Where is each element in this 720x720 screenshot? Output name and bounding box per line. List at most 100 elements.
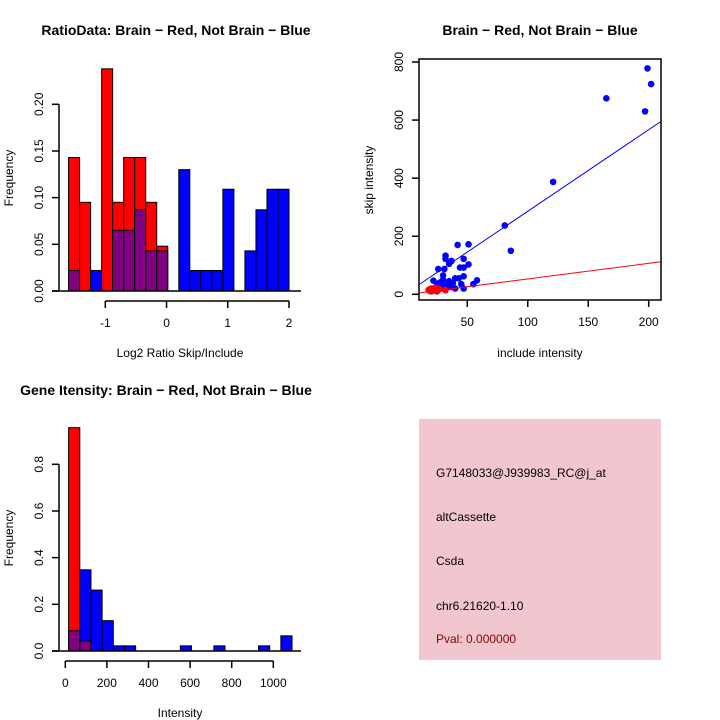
- point-not-brain: [507, 247, 515, 255]
- y-tick-label: 0.00: [32, 279, 46, 303]
- bar-brain: [101, 68, 114, 292]
- bar-not-brain: [258, 645, 271, 652]
- x-tick-label: 100: [518, 315, 538, 329]
- x-tick-label: 200: [97, 676, 117, 690]
- y-tick-label: 600: [392, 110, 406, 130]
- bar-not-brain: [244, 250, 257, 292]
- point-not-brain: [454, 241, 461, 249]
- y-axis-label: Frequency: [2, 150, 16, 207]
- point-not-brain: [457, 280, 465, 288]
- info-panel: G7148033@J939983_RC@j_at altCassette Csd…: [419, 419, 661, 660]
- x-tick-label: 400: [138, 676, 158, 690]
- bar-not-brain: [189, 269, 202, 292]
- y-tick-label: 0: [392, 291, 406, 298]
- x-tick-label: 1000: [260, 676, 287, 690]
- y-tick-label: 0.05: [32, 232, 46, 256]
- bar-not-brain: [79, 569, 92, 652]
- y-tick-label: 0.20: [32, 92, 46, 116]
- x-tick-label: 200: [639, 315, 659, 329]
- y-tick-label: 0.0: [32, 642, 46, 659]
- x-tick-label: 600: [180, 676, 200, 690]
- bar-not-brain: [211, 269, 224, 292]
- probe-id: G7148033@J939983_RC@j_at: [436, 466, 606, 480]
- info-panel-background: [419, 419, 661, 660]
- bar-overlap: [145, 250, 158, 292]
- y-tick-label: 800: [392, 52, 406, 72]
- x-tick-label: -1: [100, 316, 111, 330]
- x-tick-label: 800: [222, 676, 242, 690]
- gene-name: Csda: [436, 554, 464, 568]
- point-not-brain: [442, 255, 449, 263]
- fit-line-brain: [419, 261, 661, 294]
- bar-not-brain: [277, 188, 290, 292]
- point-not-brain: [501, 222, 509, 229]
- point-brain: [431, 284, 438, 292]
- x-axis-label: Intensity: [158, 706, 203, 720]
- bar-not-brain: [222, 188, 235, 292]
- x-tick-label: 50: [461, 315, 475, 329]
- bar-overlap: [112, 229, 125, 292]
- bar-not-brain: [200, 269, 213, 292]
- bar-brain: [68, 427, 81, 652]
- bar-overlap: [123, 229, 136, 292]
- bar-overlap: [68, 630, 81, 652]
- bar-overlap: [156, 250, 169, 292]
- bar-not-brain: [280, 635, 293, 652]
- pval-text: Pval: 0.000000: [436, 632, 516, 646]
- x-tick-label: 1: [224, 316, 231, 330]
- x-tick-label: 0: [62, 676, 69, 690]
- x-tick-label: 150: [578, 315, 598, 329]
- bar-brain: [79, 201, 92, 292]
- bar-not-brain: [179, 645, 192, 652]
- y-axis-label: skip intensity: [362, 146, 376, 215]
- chart-title: Gene Itensity: Brain − Red, Not Brain − …: [20, 382, 312, 398]
- event-type: altCassette: [436, 510, 496, 524]
- y-tick-label: 0.2: [32, 596, 46, 613]
- bar-not-brain: [123, 645, 137, 652]
- point-not-brain: [641, 108, 649, 115]
- y-tick-label: 400: [392, 168, 406, 188]
- point-not-brain: [441, 265, 448, 273]
- y-axis-label: Frequency: [2, 510, 16, 567]
- point-not-brain: [465, 241, 472, 248]
- fit-line-not-brain: [419, 121, 661, 285]
- point-not-brain: [460, 255, 467, 263]
- point-not-brain: [549, 178, 557, 186]
- chart-title: Brain − Red, Not Brain − Blue: [442, 22, 637, 38]
- bar-not-brain: [112, 645, 125, 652]
- point-not-brain: [456, 264, 464, 271]
- y-tick-label: 0.8: [32, 456, 46, 473]
- point-not-brain: [430, 277, 437, 284]
- bar-overlap: [134, 209, 147, 292]
- point-not-brain: [449, 279, 457, 287]
- bar-not-brain: [90, 589, 103, 652]
- bar-overlap: [79, 640, 92, 652]
- scatter-panel: Brain − Red, Not Brain − Blue include in…: [362, 22, 662, 360]
- x-axis-label: include intensity: [497, 346, 582, 360]
- chart-title: RatioData: Brain − Red, Not Brain − Blue: [41, 22, 310, 38]
- point-not-brain: [465, 261, 472, 268]
- x-tick-label: 2: [286, 316, 293, 330]
- bar-not-brain: [178, 169, 191, 292]
- bar-not-brain: [101, 620, 114, 652]
- point-brain: [442, 286, 449, 294]
- point-not-brain: [644, 65, 651, 72]
- y-tick-label: 0.6: [32, 502, 46, 519]
- y-tick-label: 0.15: [32, 139, 46, 163]
- point-not-brain: [460, 272, 467, 280]
- genomic-location: chr6.21620-1.10: [436, 599, 524, 613]
- intensity-histogram-panel: Gene Itensity: Brain − Red, Not Brain − …: [2, 382, 312, 720]
- bar-not-brain: [213, 645, 226, 652]
- point-brain: [426, 287, 434, 295]
- bar-not-brain: [90, 269, 103, 292]
- point-not-brain: [603, 94, 610, 102]
- x-tick-label: 0: [163, 316, 170, 330]
- y-tick-label: 0.4: [32, 549, 46, 566]
- ratio-histogram-panel: RatioData: Brain − Red, Not Brain − Blue…: [2, 22, 311, 360]
- point-not-brain: [439, 280, 447, 288]
- x-axis-label: Log2 Ratio Skip/Include: [117, 346, 244, 360]
- y-tick-label: 200: [392, 226, 406, 246]
- bar-not-brain: [255, 209, 268, 292]
- y-tick-label: 0.10: [32, 186, 46, 210]
